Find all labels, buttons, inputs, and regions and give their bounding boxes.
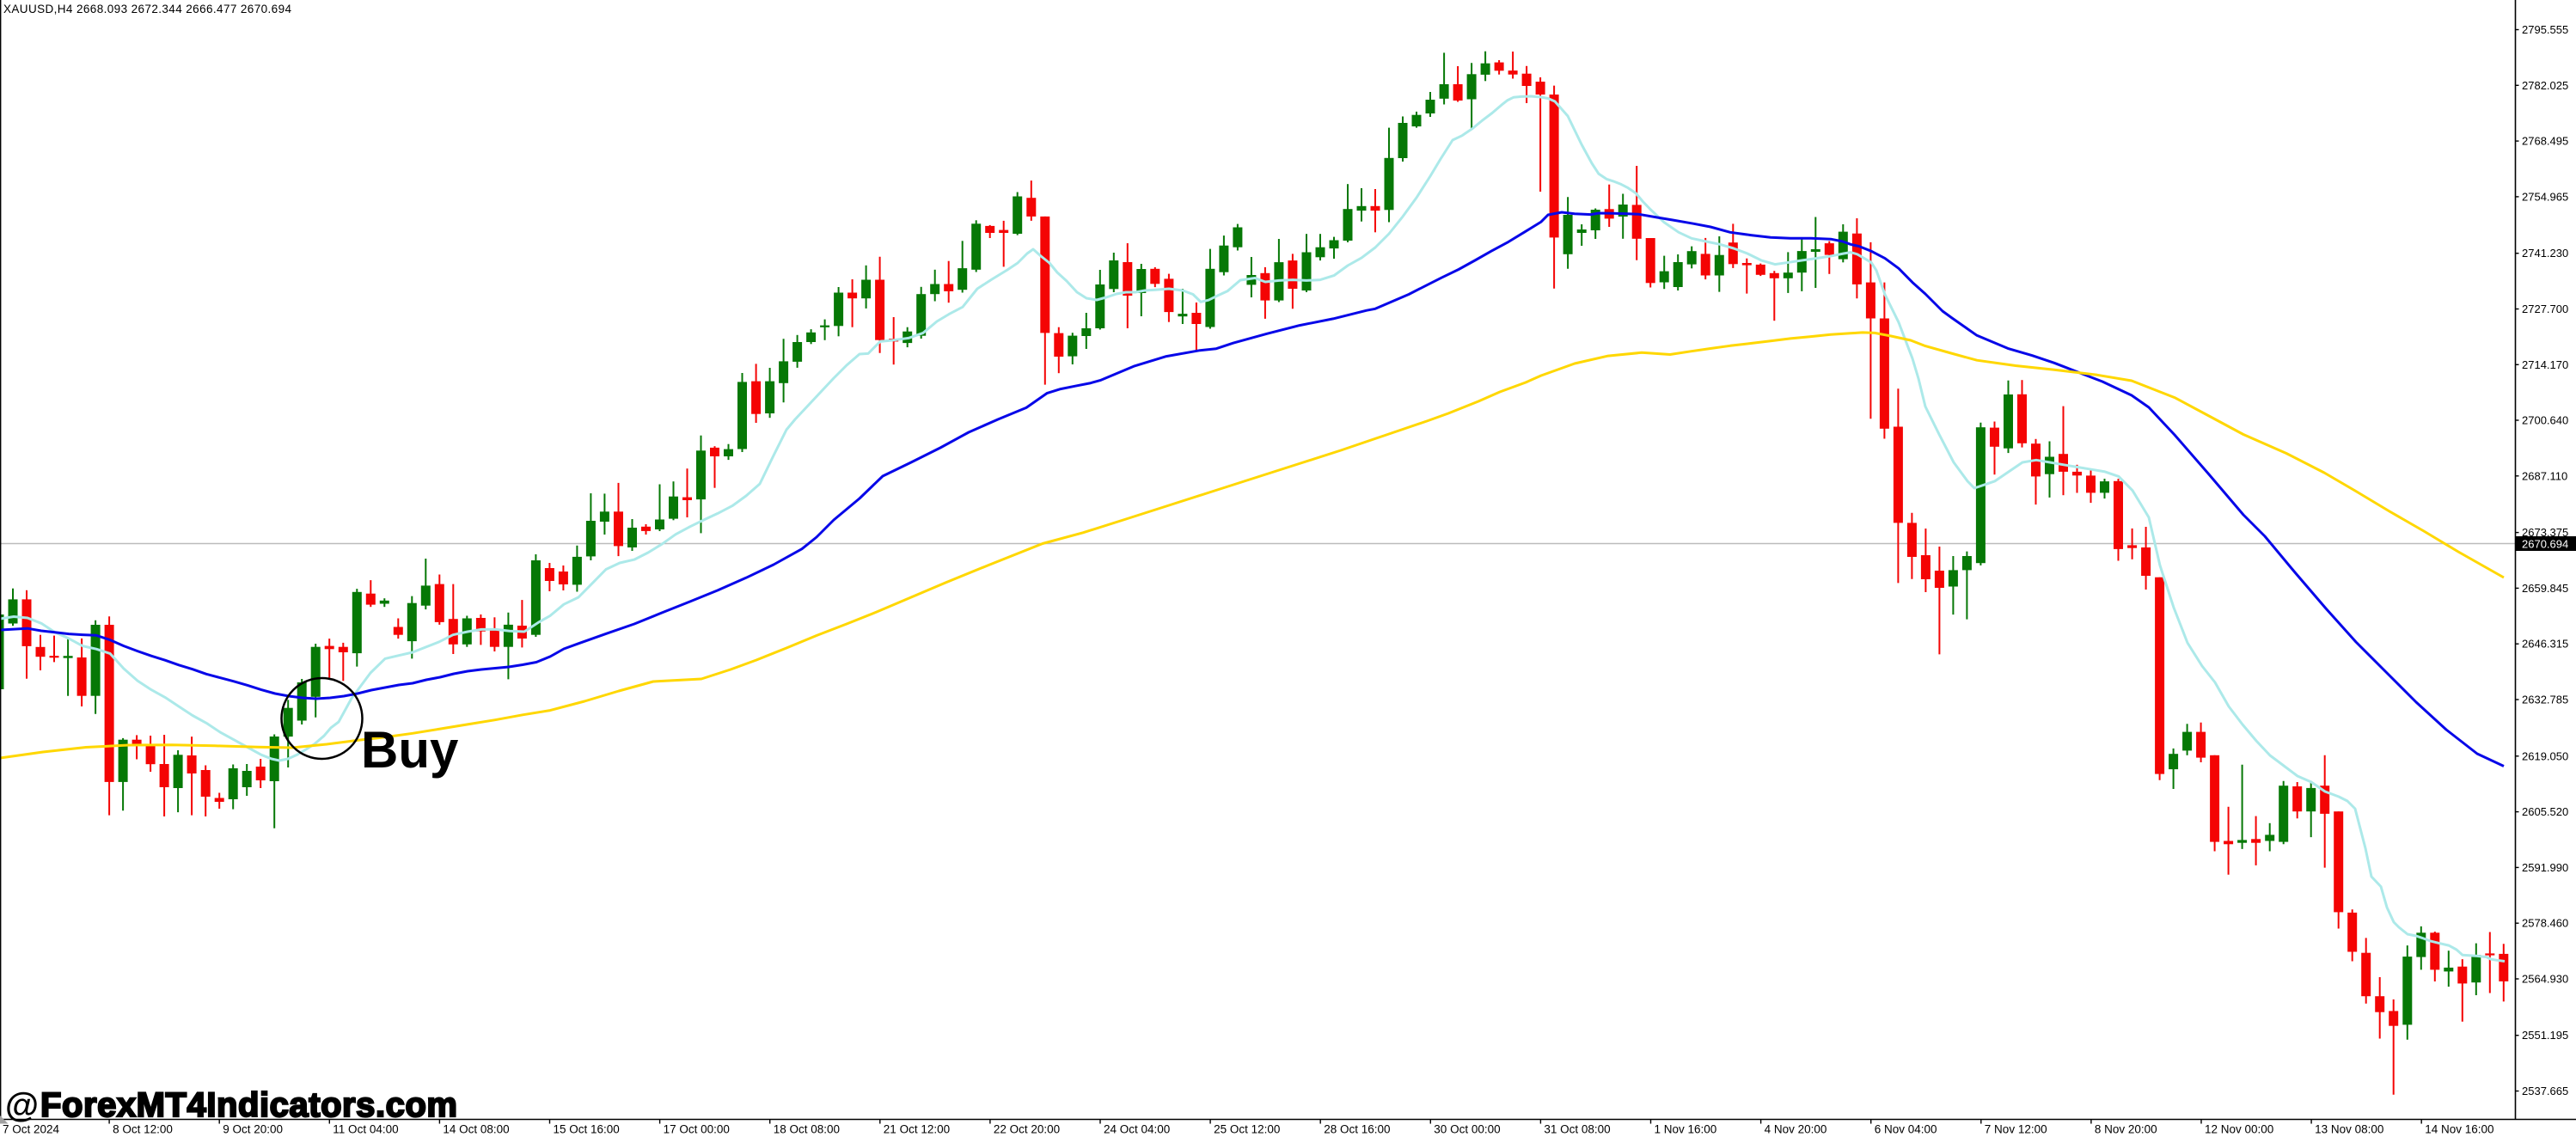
svg-text:2551.195: 2551.195: [2522, 1029, 2568, 1042]
svg-text:2619.050: 2619.050: [2522, 749, 2568, 762]
svg-text:31 Oct 08:00: 31 Oct 08:00: [1544, 1123, 1610, 1136]
svg-text:12 Nov 00:00: 12 Nov 00:00: [2205, 1123, 2273, 1136]
svg-text:8 Nov 20:00: 8 Nov 20:00: [2095, 1123, 2157, 1136]
svg-text:2659.845: 2659.845: [2522, 582, 2568, 595]
svg-text:22 Oct 20:00: 22 Oct 20:00: [994, 1123, 1060, 1136]
svg-text:30 Oct 00:00: 30 Oct 00:00: [1434, 1123, 1500, 1136]
svg-text:8 Oct 12:00: 8 Oct 12:00: [113, 1123, 173, 1136]
svg-text:2564.930: 2564.930: [2522, 973, 2568, 986]
svg-text:2605.520: 2605.520: [2522, 805, 2568, 818]
svg-text:14 Oct 08:00: 14 Oct 08:00: [443, 1123, 509, 1136]
svg-text:2537.665: 2537.665: [2522, 1085, 2568, 1097]
svg-text:2632.785: 2632.785: [2522, 694, 2568, 706]
svg-text:13 Nov 08:00: 13 Nov 08:00: [2315, 1123, 2383, 1136]
svg-text:21 Oct 12:00: 21 Oct 12:00: [884, 1123, 950, 1136]
svg-text:17 Oct 00:00: 17 Oct 00:00: [664, 1123, 730, 1136]
svg-text:28 Oct 16:00: 28 Oct 16:00: [1324, 1123, 1390, 1136]
svg-text:2646.315: 2646.315: [2522, 638, 2568, 651]
svg-text:1 Nov 16:00: 1 Nov 16:00: [1655, 1123, 1717, 1136]
svg-text:2727.700: 2727.700: [2522, 303, 2568, 315]
svg-text:4 Nov 20:00: 4 Nov 20:00: [1765, 1123, 1827, 1136]
svg-text:18 Oct 08:00: 18 Oct 08:00: [774, 1123, 840, 1136]
svg-text:2687.110: 2687.110: [2522, 469, 2567, 482]
svg-text:2768.495: 2768.495: [2522, 135, 2568, 148]
svg-text:Buy: Buy: [361, 721, 459, 779]
svg-text:2700.640: 2700.640: [2522, 414, 2568, 427]
svg-text:XAUUSD,H4 2668.093 2672.344 2: XAUUSD,H4 2668.093 2672.344 2666.477 267…: [3, 3, 291, 15]
svg-text:ForexMT4Indicators.com: ForexMT4Indicators.com: [40, 1086, 457, 1124]
svg-text:@: @: [5, 1086, 39, 1124]
svg-text:2670.694: 2670.694: [2522, 537, 2568, 550]
svg-text:25 Oct 12:00: 25 Oct 12:00: [1214, 1123, 1280, 1136]
svg-text:7 Nov 12:00: 7 Nov 12:00: [1985, 1123, 2047, 1136]
svg-text:2795.555: 2795.555: [2522, 23, 2568, 36]
svg-text:2673.375: 2673.375: [2522, 526, 2568, 539]
svg-text:2782.025: 2782.025: [2522, 79, 2568, 92]
svg-text:2754.965: 2754.965: [2522, 190, 2568, 203]
svg-text:15 Oct 16:00: 15 Oct 16:00: [554, 1123, 620, 1136]
svg-text:6 Nov 04:00: 6 Nov 04:00: [1875, 1123, 1937, 1136]
svg-text:9 Oct 20:00: 9 Oct 20:00: [223, 1123, 283, 1136]
svg-text:11 Oct 04:00: 11 Oct 04:00: [333, 1123, 398, 1136]
svg-text:7 Oct 2024: 7 Oct 2024: [3, 1123, 60, 1136]
svg-text:2578.460: 2578.460: [2522, 917, 2568, 930]
svg-text:14 Nov 16:00: 14 Nov 16:00: [2425, 1123, 2493, 1136]
svg-text:2714.170: 2714.170: [2522, 358, 2568, 371]
svg-text:2591.990: 2591.990: [2522, 861, 2568, 874]
svg-text:2741.230: 2741.230: [2522, 247, 2568, 260]
svg-text:24 Oct 04:00: 24 Oct 04:00: [1104, 1123, 1170, 1136]
